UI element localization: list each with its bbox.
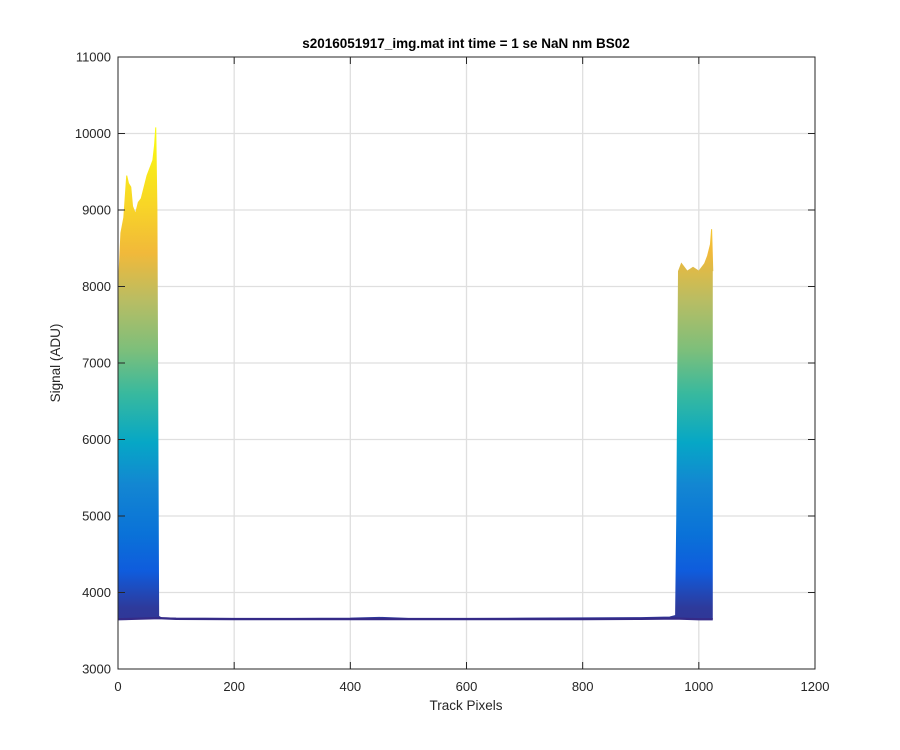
data-series-group bbox=[117, 127, 714, 621]
y-tick-label: 9000 bbox=[82, 203, 111, 218]
x-tick-label: 0 bbox=[114, 679, 121, 694]
axis-ticks: 0 200 400 600 800 1000 1200 3000 4000 5000 6000 700… bbox=[75, 50, 830, 695]
y-tick-label: 4000 bbox=[82, 585, 111, 600]
x-tick-label: 200 bbox=[223, 679, 245, 694]
signal-baseline-trace bbox=[117, 617, 713, 621]
y-tick-label: 10000 bbox=[75, 126, 111, 141]
y-tick-label: 6000 bbox=[82, 432, 111, 447]
x-tick-label: 600 bbox=[456, 679, 478, 694]
x-tick-label: 400 bbox=[339, 679, 361, 694]
y-axis-label: Signal (ADU) bbox=[48, 324, 63, 403]
x-tick-label: 1200 bbox=[801, 679, 830, 694]
x-axis-label: Track Pixels bbox=[429, 698, 502, 713]
y-tick-label: 11000 bbox=[76, 50, 111, 65]
y-tick-label: 7000 bbox=[82, 356, 111, 371]
y-tick-label: 3000 bbox=[82, 662, 111, 677]
y-tick-label: 5000 bbox=[82, 509, 111, 524]
x-tick-label: 800 bbox=[572, 679, 594, 694]
chart-title: s2016051917_img.mat int time = 1 se NaN … bbox=[302, 36, 630, 51]
x-tick-label: 1000 bbox=[684, 679, 713, 694]
y-tick-label: 8000 bbox=[82, 279, 111, 294]
